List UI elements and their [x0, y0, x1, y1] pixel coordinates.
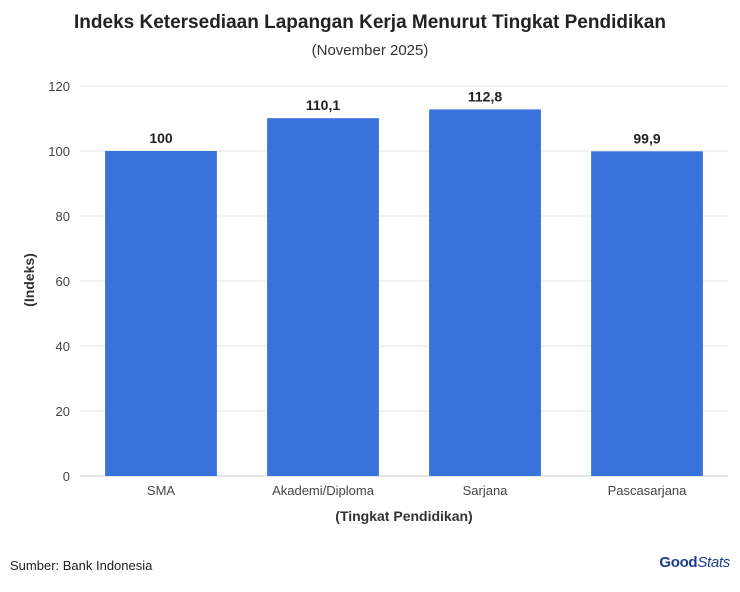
- y-tick-label: 100: [48, 144, 70, 159]
- bars: [105, 109, 703, 477]
- goodstats-logo: GoodStats: [659, 554, 730, 571]
- y-axis-label: (Indeks): [21, 253, 37, 307]
- bar: [591, 151, 703, 476]
- logo-good: Good: [659, 554, 698, 571]
- x-tick-labels: SMA Akademi/Diploma Sarjana Pascasarjana: [147, 483, 687, 498]
- y-tick-label: 40: [56, 339, 70, 354]
- chart-subtitle: (November 2025): [311, 42, 429, 59]
- y-tick-label: 80: [56, 209, 70, 224]
- data-label: 110,1: [306, 97, 340, 113]
- x-axis-label: (Tingkat Pendidikan): [335, 508, 472, 524]
- bar: [105, 151, 217, 476]
- chart-title: Indeks Ketersediaan Lapangan Kerja Menur…: [74, 12, 666, 33]
- y-tick-label: 120: [48, 79, 70, 94]
- x-tick-label: SMA: [147, 483, 176, 498]
- y-tick-label: 0: [63, 469, 70, 484]
- y-tick-labels: 0 20 40 60 80 100 120: [48, 79, 70, 484]
- data-label: 112,8: [468, 88, 502, 104]
- data-labels: 100 110,1 112,8 99,9: [149, 88, 661, 146]
- bar: [267, 118, 379, 477]
- data-label: 100: [149, 130, 173, 146]
- y-tick-label: 60: [56, 274, 70, 289]
- y-tick-label: 20: [56, 404, 70, 419]
- x-tick-label: Sarjana: [463, 483, 509, 498]
- bar: [429, 109, 541, 477]
- data-label: 99,9: [633, 130, 660, 146]
- x-tick-label: Akademi/Diploma: [272, 483, 375, 498]
- x-tick-label: Pascasarjana: [608, 483, 688, 498]
- logo-stats: Stats: [697, 554, 730, 571]
- source-note: Sumber: Bank Indonesia: [10, 558, 153, 573]
